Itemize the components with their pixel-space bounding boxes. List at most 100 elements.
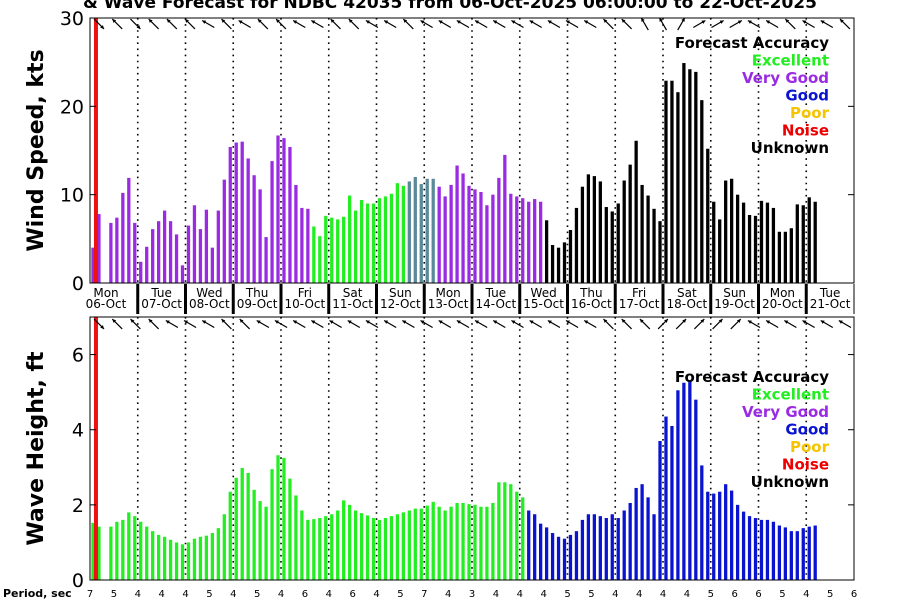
wave-bar	[539, 523, 543, 580]
wind-bar	[324, 215, 328, 283]
wave-bar	[741, 511, 746, 580]
wind-bar	[503, 154, 507, 283]
wind-direction-arrow	[729, 19, 743, 29]
arrow-head	[784, 320, 789, 324]
wave-direction-arrow	[675, 318, 687, 330]
y-tick-label: 4	[72, 420, 84, 442]
wave-bar	[294, 495, 298, 580]
wind-bar	[365, 203, 370, 283]
wind-bar	[216, 210, 220, 283]
wave-bar	[246, 472, 250, 580]
wave-bar	[550, 533, 555, 580]
arrow-head	[293, 320, 298, 324]
day-date-label: 16-Oct	[571, 297, 612, 311]
wave-bar	[407, 510, 411, 580]
wave-bar	[234, 477, 238, 580]
arrow-head	[621, 319, 626, 323]
wind-direction-arrow	[529, 19, 543, 29]
wind-bar	[91, 247, 95, 283]
arrow-head	[639, 319, 644, 323]
wave-bar	[574, 531, 579, 580]
wave-bar	[139, 521, 143, 580]
wave-bar	[455, 502, 459, 580]
wind-bar	[437, 186, 441, 283]
wind-bar	[264, 237, 268, 283]
wind-bar	[789, 228, 793, 283]
arrow-head	[420, 20, 425, 24]
arrow-head	[529, 20, 534, 24]
arrow-head	[365, 320, 370, 324]
day-name-label: Thu	[245, 286, 269, 300]
wind-bar	[574, 207, 579, 283]
wind-bar	[813, 201, 817, 283]
wind-direction-arrow	[201, 19, 215, 29]
arrow-head	[584, 20, 589, 24]
wind-direction-arrow	[765, 19, 779, 29]
wind-bar	[258, 189, 262, 283]
wind-bar	[700, 100, 704, 284]
day-name-label: Tue	[819, 286, 841, 300]
wind-bar	[771, 207, 776, 283]
arrow-head	[136, 25, 141, 29]
arrow-head	[621, 19, 626, 23]
period-value: 6	[731, 589, 737, 600]
wind-bar	[741, 202, 746, 283]
y-tick-label: 10	[60, 185, 84, 207]
period-label: Period, sec	[3, 587, 72, 600]
day-name-label: Fri	[298, 286, 312, 300]
arrow-head	[202, 320, 207, 324]
wind-bar	[371, 203, 376, 283]
wind-bar	[616, 203, 620, 283]
wind-bar	[724, 180, 728, 283]
arrow-head	[402, 320, 407, 324]
wave-bar	[210, 533, 214, 580]
wave-bar	[604, 518, 608, 580]
arrow-head	[840, 19, 844, 23]
arrow-head	[511, 320, 516, 324]
arrow-head	[221, 319, 226, 323]
wind-bar	[712, 201, 716, 283]
arrow-head	[100, 25, 104, 29]
wind-bar	[288, 146, 292, 283]
wind-bar	[330, 217, 334, 283]
period-value: 4	[445, 589, 451, 600]
wave-bar	[622, 510, 626, 580]
arrow-head	[802, 320, 807, 324]
wave-bar	[371, 518, 376, 580]
wave-bar	[348, 504, 352, 580]
wave-direction-arrow	[492, 319, 506, 329]
wave-bar	[180, 544, 185, 580]
arrow-head	[202, 20, 207, 24]
wind-bar	[431, 178, 435, 283]
wave-bar	[795, 531, 799, 580]
wave-direction-arrow	[148, 318, 160, 330]
wave-bar	[544, 527, 549, 580]
wind-bar	[336, 219, 340, 283]
wave-bar	[228, 491, 232, 580]
arrow-head	[700, 319, 705, 323]
wave-bar	[365, 515, 370, 580]
wave-bar	[162, 536, 167, 580]
arrow-head	[493, 20, 498, 24]
wave-bar	[765, 519, 770, 580]
arrow-head	[185, 19, 189, 23]
wind-bar	[598, 181, 602, 283]
wind-direction-arrow	[621, 18, 633, 30]
wave-bar	[270, 469, 274, 580]
wind-bar	[580, 186, 585, 283]
legend-item: Poor	[790, 104, 830, 122]
arrow-head	[365, 20, 370, 24]
arrow-head	[274, 320, 279, 324]
legend-item: Unknown	[751, 473, 829, 491]
period-value: 5	[588, 589, 594, 600]
wave-bar	[306, 519, 310, 580]
wind-bar	[270, 161, 274, 283]
day-date-label: 13-Oct	[428, 297, 469, 311]
arrow-head	[736, 319, 741, 323]
wind-bar	[198, 229, 203, 283]
wave-direction-arrow	[765, 319, 779, 329]
plot-frame	[89, 17, 855, 284]
day-name-label: Sat	[677, 286, 697, 300]
wind-bar	[640, 184, 644, 283]
wave-bar	[556, 536, 561, 580]
